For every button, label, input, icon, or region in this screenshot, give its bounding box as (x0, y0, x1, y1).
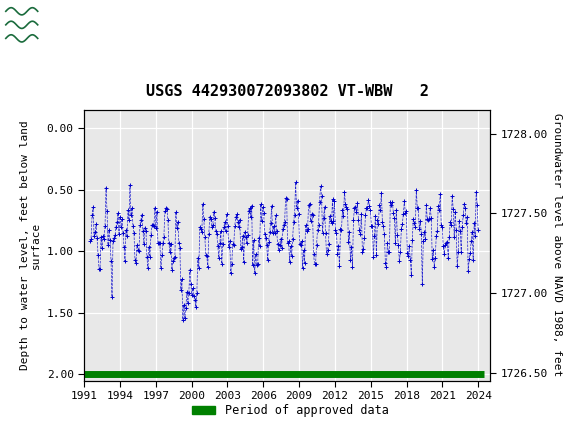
Text: USGS: USGS (44, 14, 99, 31)
Bar (5, 3, 39, 42)
Y-axis label: Depth to water level, feet below land
surface: Depth to water level, feet below land su… (20, 120, 41, 370)
Legend: Period of approved data: Period of approved data (187, 399, 393, 422)
Text: USGS 442930072093802 VT-WBW   2: USGS 442930072093802 VT-WBW 2 (146, 84, 429, 99)
Y-axis label: Groundwater level above NAVD 1988, feet: Groundwater level above NAVD 1988, feet (552, 114, 561, 377)
